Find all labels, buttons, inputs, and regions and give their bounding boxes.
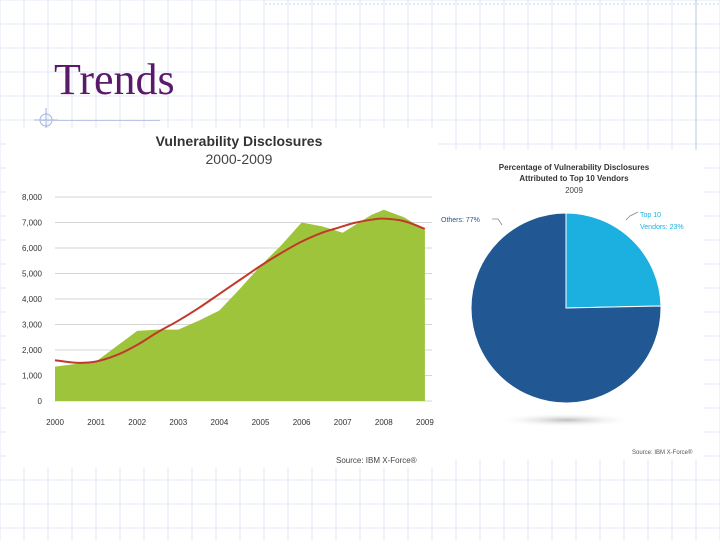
y-tick-label: 4,000 [22, 295, 43, 304]
title-rule [40, 120, 160, 121]
y-tick-label: 3,000 [22, 321, 43, 330]
x-tick-label: 2001 [87, 418, 105, 427]
pie-title-line-1: Percentage of Vulnerability Disclosures [499, 163, 650, 172]
top-vendors-pie-chart: Percentage of Vulnerability Disclosures … [438, 150, 704, 460]
slide-title: Trends [54, 55, 175, 104]
pie-label-others: Others: 77% [441, 217, 480, 224]
y-tick-label: 7,000 [22, 219, 43, 228]
pie-label-connector [625, 211, 639, 221]
pie-subtitle: 2009 [565, 186, 583, 195]
trend-line-series [54, 217, 426, 364]
x-tick-label: 2006 [293, 418, 311, 427]
x-tick-label: 2009 [416, 418, 434, 427]
x-tick-label: 2002 [128, 418, 146, 427]
y-tick-label: 5,000 [22, 270, 43, 279]
y-tick-label: 6,000 [22, 244, 43, 253]
pie-labels: Top 10 Vendors: 23% Others: 77% [441, 211, 684, 231]
chart-source: Source: IBM X-Force® [336, 456, 417, 465]
vulnerability-disclosures-chart: Vulnerability Disclosures 2000-2009 0 1,0… [6, 128, 438, 468]
x-tick-label: 2007 [334, 418, 352, 427]
x-tick-label: 2004 [211, 418, 229, 427]
pie-source: Source: IBM X-Force® [632, 449, 693, 456]
trend-line [54, 217, 426, 364]
pie-slices [470, 212, 662, 404]
y-tick-label: 0 [38, 397, 43, 406]
chart-subtitle: 2000-2009 [206, 151, 273, 167]
pie-chart: Percentage of Vulnerability Disclosures … [441, 163, 693, 456]
x-tick-label: 2005 [252, 418, 270, 427]
pie-slice [565, 212, 662, 309]
y-tick-label: 1,000 [22, 372, 43, 381]
x-tick-label: 2000 [46, 418, 64, 427]
pie-label-top-vendors-line-2: Vendors: 23% [640, 224, 684, 231]
y-axis-tick-labels: 0 1,000 2,000 3,000 4,000 5,000 6,000 7,000 8,00… [22, 193, 43, 406]
pie-title-line-2: Attributed to Top 10 Vendors [519, 174, 629, 183]
area-chart: Vulnerability Disclosures 2000-2009 0 1,0… [22, 133, 434, 465]
x-tick-label: 2003 [169, 418, 187, 427]
area-series-fill [55, 209, 425, 401]
y-tick-label: 2,000 [22, 346, 43, 355]
pie-label-connector [492, 218, 503, 226]
area-series [55, 209, 425, 401]
pie-shadow [496, 413, 636, 427]
x-axis-tick-labels: 2000 2001 2002 2003 2004 2005 2006 2007 2008 2009 [46, 418, 434, 427]
x-tick-label: 2008 [375, 418, 393, 427]
pie-label-top-vendors-line-1: Top 10 [640, 212, 661, 219]
chart-title: Vulnerability Disclosures [156, 133, 323, 149]
y-tick-label: 8,000 [22, 193, 43, 202]
pie-slice [470, 212, 662, 404]
